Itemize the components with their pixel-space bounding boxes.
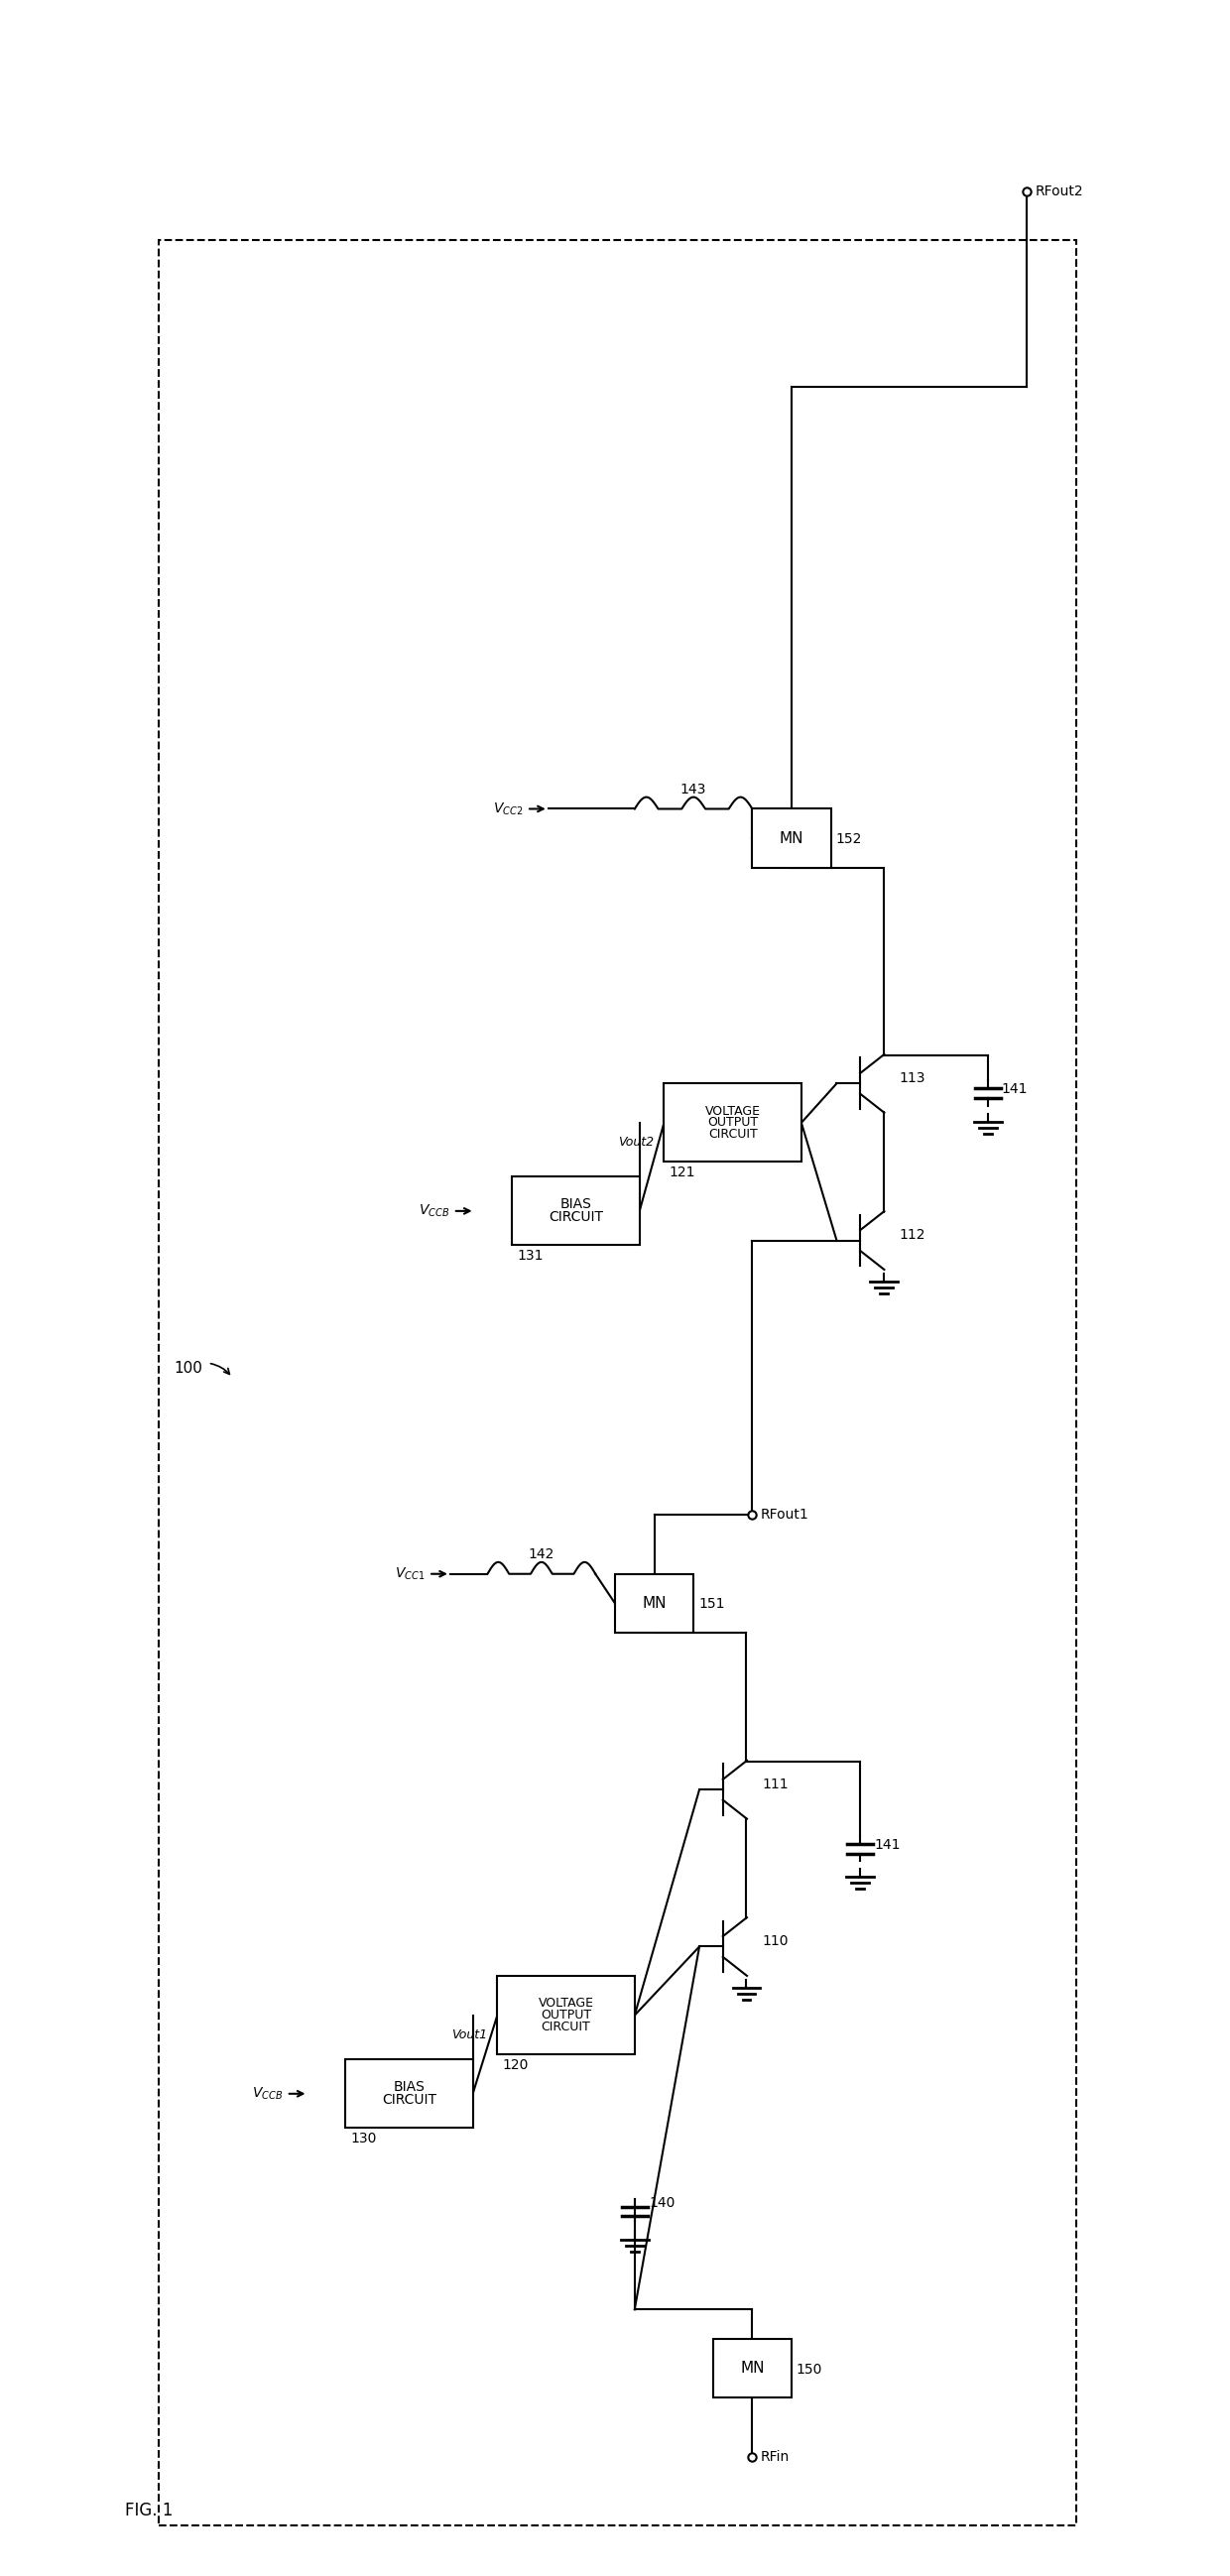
Text: 141: 141	[875, 1837, 900, 1852]
Bar	[713, 2339, 792, 2398]
Text: $V_{CC2}$: $V_{CC2}$	[493, 801, 523, 817]
Text: CIRCUIT: CIRCUIT	[541, 2020, 590, 2032]
Text: CIRCUIT: CIRCUIT	[549, 1211, 603, 1224]
Text: 140: 140	[649, 2195, 675, 2210]
Text: RFout1: RFout1	[760, 1507, 808, 1522]
Text: CIRCUIT: CIRCUIT	[381, 2094, 437, 2107]
Bar	[497, 1976, 635, 2056]
Text: VOLTAGE: VOLTAGE	[539, 1996, 594, 2009]
Text: 142: 142	[529, 1548, 555, 1561]
Text: MN: MN	[740, 2362, 765, 2375]
Text: RFin: RFin	[760, 2450, 790, 2463]
Text: 100: 100	[173, 1360, 203, 1376]
Text: 121: 121	[669, 1167, 695, 1180]
Text: VOLTAGE: VOLTAGE	[705, 1105, 760, 1118]
Text: $V_{CC1}$: $V_{CC1}$	[395, 1566, 424, 1582]
Text: 131: 131	[517, 1249, 544, 1262]
Text: $V_{CCB}$: $V_{CCB}$	[418, 1203, 449, 1218]
Bar	[615, 1574, 694, 1633]
Text: 130: 130	[351, 2133, 376, 2146]
Text: 151: 151	[699, 1597, 724, 1610]
Text: RFout2: RFout2	[1034, 183, 1084, 198]
Text: BIAS: BIAS	[394, 2081, 424, 2094]
Bar	[159, 240, 1076, 2524]
Text: 152: 152	[835, 832, 862, 845]
Text: $V_{CCB}$: $V_{CCB}$	[252, 2087, 283, 2102]
Text: CIRCUIT: CIRCUIT	[708, 1128, 758, 1141]
Text: OUTPUT: OUTPUT	[707, 1115, 758, 1128]
Bar	[753, 809, 830, 868]
Text: 110: 110	[763, 1935, 788, 1947]
Text: MN: MN	[780, 832, 803, 845]
Bar	[664, 1084, 802, 1162]
Text: 141: 141	[1001, 1082, 1028, 1097]
Bar	[512, 1177, 640, 1244]
Text: BIAS: BIAS	[560, 1198, 592, 1211]
Text: FIG. 1: FIG. 1	[124, 2501, 172, 2519]
Text: 111: 111	[763, 1777, 788, 1790]
Text: OUTPUT: OUTPUT	[541, 2009, 592, 2022]
Text: 113: 113	[899, 1072, 926, 1084]
Bar	[346, 2058, 472, 2128]
Text: Vout1: Vout1	[451, 2027, 487, 2040]
Text: MN: MN	[642, 1597, 667, 1610]
Text: 150: 150	[797, 2362, 823, 2375]
Text: 143: 143	[680, 783, 706, 796]
Text: Vout2: Vout2	[619, 1136, 654, 1149]
Text: 120: 120	[502, 2058, 529, 2071]
Text: 112: 112	[899, 1229, 926, 1242]
